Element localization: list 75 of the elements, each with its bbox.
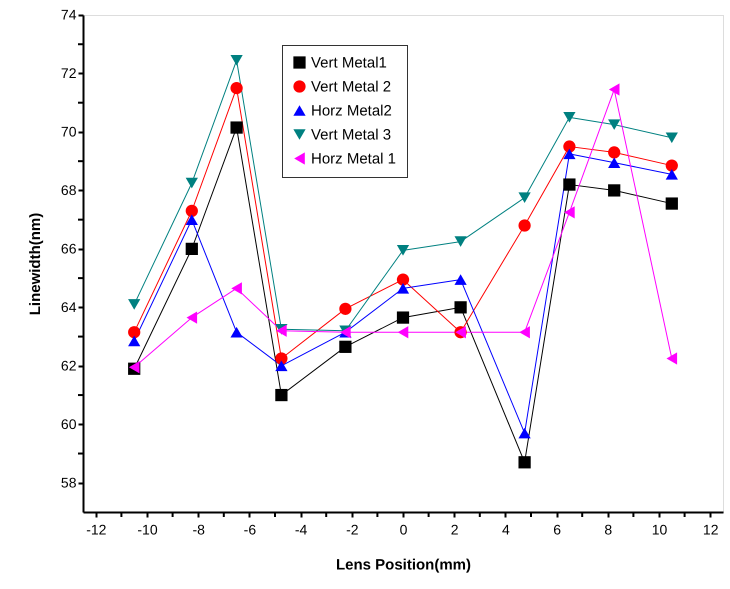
point <box>396 245 410 256</box>
point <box>186 178 198 188</box>
x-tick-label: 10 <box>652 522 668 538</box>
point <box>518 428 531 438</box>
point <box>230 326 243 338</box>
x-tick-label: 6 <box>553 522 562 538</box>
point <box>518 192 531 204</box>
x-tick-label: 0 <box>400 522 408 538</box>
y-tick-label: 70 <box>60 123 77 140</box>
point <box>563 140 576 153</box>
point <box>128 326 140 338</box>
y-tick-label: 62 <box>60 357 77 374</box>
point <box>275 352 288 365</box>
point <box>186 204 198 217</box>
point <box>275 388 288 402</box>
y-axis-title: Linewidth(nm) <box>26 212 44 316</box>
point <box>128 299 140 310</box>
x-tick-label: 12 <box>702 522 719 538</box>
point <box>608 119 620 130</box>
point <box>666 159 678 172</box>
point <box>398 326 408 338</box>
point <box>563 178 576 191</box>
x-tick-label: -6 <box>244 522 256 538</box>
point <box>608 83 620 96</box>
point <box>231 282 242 294</box>
point <box>454 301 467 314</box>
point <box>518 219 531 232</box>
x-tick-label: -2 <box>346 522 359 538</box>
x-tick-label: -4 <box>294 522 308 538</box>
x-tick-label: 4 <box>502 522 510 538</box>
point <box>563 148 576 160</box>
point <box>339 302 352 315</box>
legend-label: Vert Metal1 <box>311 54 387 72</box>
y-tick-label: 66 <box>60 240 77 256</box>
point <box>128 336 140 346</box>
point <box>563 112 576 123</box>
x-axis-title: Lens Position(mm) <box>336 556 472 574</box>
point <box>608 146 620 159</box>
point <box>396 311 410 324</box>
point <box>608 157 620 168</box>
point <box>396 273 410 286</box>
point <box>564 206 575 218</box>
x-tick-label: -12 <box>86 522 107 538</box>
legend-label: Vert Metal 2 <box>311 78 392 96</box>
x-tick-label: -10 <box>137 522 158 538</box>
y-tick-label: 58 <box>60 474 77 490</box>
point <box>186 311 198 324</box>
y-tick-label: 72 <box>60 64 77 81</box>
point <box>666 169 678 180</box>
x-tick-label: 8 <box>604 522 612 538</box>
legend-label: Vert Metal 3 <box>311 126 392 144</box>
point <box>519 326 530 338</box>
point <box>518 456 531 468</box>
point <box>666 197 678 210</box>
x-tick-label: -8 <box>192 522 206 538</box>
point <box>396 283 410 294</box>
legend-label: Horz Metal 1 <box>311 150 396 168</box>
point <box>454 274 467 285</box>
y-tick-label: 64 <box>60 298 77 315</box>
point <box>339 340 352 353</box>
y-tick-label: 60 <box>60 416 77 432</box>
point <box>666 352 678 365</box>
point <box>230 55 243 66</box>
point <box>666 132 678 144</box>
y-tick-label: 68 <box>60 182 77 198</box>
point <box>230 82 243 94</box>
x-tick-label: 2 <box>450 522 459 538</box>
legend-label: Horz Metal2 <box>311 102 392 120</box>
point <box>454 236 467 247</box>
point <box>186 242 198 256</box>
point <box>275 360 288 372</box>
y-tick-label: 74 <box>60 6 77 22</box>
point <box>608 184 620 197</box>
point <box>186 214 198 225</box>
point <box>230 121 243 134</box>
